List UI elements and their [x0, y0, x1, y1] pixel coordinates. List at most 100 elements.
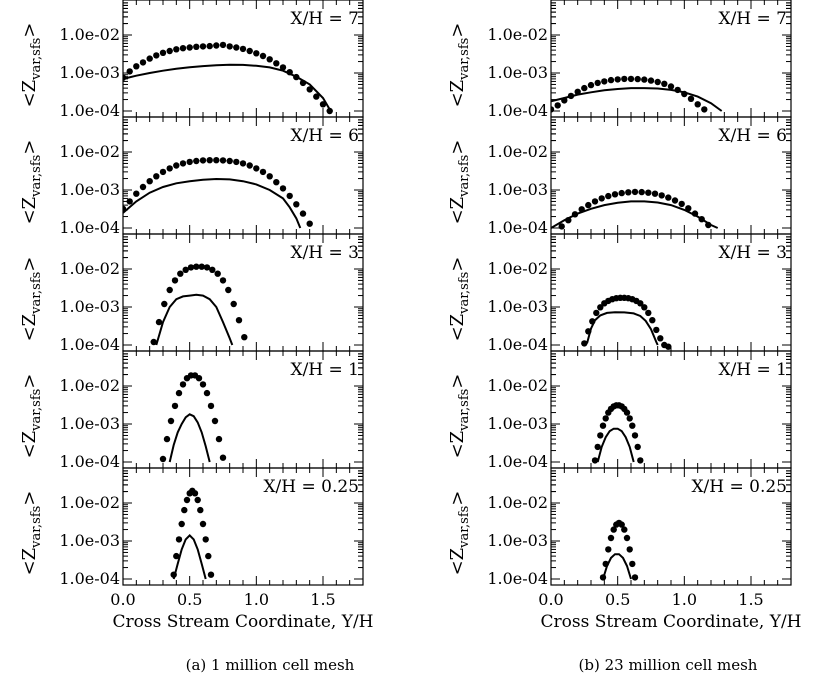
series-point [585, 201, 592, 209]
series-point [671, 197, 679, 204]
y-tick-label: 1.0e-04 [487, 335, 548, 354]
series-point [253, 165, 260, 172]
series-point [253, 50, 260, 57]
y-tick-label: 1.0e-02 [59, 142, 120, 161]
series-point [286, 69, 293, 76]
series-point [631, 574, 639, 581]
series-point [694, 101, 701, 108]
series-point [306, 220, 313, 227]
chart-0: 1.0e-041.0e-031.0e-02X/H = 7<Zvar,sfs>1.… [19, 0, 374, 674]
series-point [239, 160, 247, 167]
y-axis-label-close: > [447, 140, 468, 155]
series-point [166, 286, 173, 294]
series-point [561, 97, 568, 104]
series-point [215, 435, 223, 443]
y-axis-label-close: > [19, 257, 40, 272]
series-point [226, 43, 233, 50]
series-line [172, 533, 207, 580]
series-point [226, 157, 233, 165]
series-point [241, 334, 248, 341]
series-point [186, 158, 193, 166]
y-tick-label: 1.0e-03 [487, 63, 548, 82]
x-tick-label: 0.5 [605, 590, 630, 609]
series-point [166, 47, 173, 55]
series-point [191, 490, 199, 497]
series-point [186, 44, 193, 51]
series-point [587, 81, 595, 89]
series-point [319, 101, 327, 108]
series-point [123, 205, 127, 212]
series-point [175, 389, 183, 397]
series-point [618, 521, 625, 528]
y-tick-label: 1.0e-02 [487, 376, 548, 395]
y-axis-label-main: <Z [447, 80, 468, 108]
series-point [133, 190, 140, 197]
series-point [558, 223, 565, 230]
series-point [565, 217, 572, 224]
series-point [173, 46, 180, 53]
series-point [299, 79, 307, 87]
series-point [219, 454, 227, 461]
series-point [574, 88, 581, 96]
series-point [685, 205, 692, 212]
series-point [578, 206, 585, 213]
series-point [293, 73, 300, 81]
series-point [645, 309, 652, 317]
series-point [293, 201, 300, 208]
series-point [641, 76, 648, 83]
y-tick-label: 1.0e-03 [487, 180, 548, 199]
y-axis-label-close: > [19, 23, 40, 38]
y-tick-label: 1.0e-04 [487, 569, 548, 588]
y-axis-label: <Zvar,sfs> [447, 23, 472, 108]
series-point [698, 216, 705, 223]
series-point [159, 49, 167, 56]
series-point [207, 402, 215, 410]
series-point [626, 546, 633, 553]
series-point [598, 195, 605, 202]
series-point [197, 506, 204, 514]
panel-label: X/H = 6 [718, 126, 787, 146]
series-point [150, 338, 157, 346]
panel-0-2: 1.0e-04 1.0e-03 1.0e-02 X/H = 3 <Zvar,sfs> [19, 233, 364, 354]
series-point [605, 192, 612, 200]
y-tick-label: 1.0e-04 [487, 218, 548, 237]
series-point [199, 381, 207, 388]
y-axis-label-sub: var,sfs [29, 389, 44, 432]
series-point [691, 210, 699, 217]
series-point [614, 76, 621, 83]
y-axis-label: <Zvar,sfs> [447, 491, 472, 576]
series-point [610, 526, 617, 533]
series-point [259, 168, 267, 176]
series-point [705, 221, 712, 229]
x-tick-label: 0.0 [110, 590, 135, 609]
series-point [211, 417, 219, 425]
series-point [607, 534, 615, 542]
series-point [133, 63, 140, 70]
series-point [589, 318, 596, 325]
y-axis-label-main: <Z [19, 80, 40, 108]
series-point [206, 157, 213, 164]
series-point [206, 42, 213, 50]
panel-0-3: 1.0e-04 1.0e-03 1.0e-02 X/H = 1 <Zvar,sfs> [19, 350, 364, 471]
x-tick-label: 0.0 [538, 590, 563, 609]
panel-label: X/H = 7 [290, 9, 359, 29]
series-point [637, 300, 644, 307]
y-axis-label-main: <Z [19, 431, 40, 459]
series-point [593, 309, 600, 317]
series-point [649, 317, 656, 324]
series-point [581, 340, 588, 347]
series-point [177, 270, 184, 277]
series-point [198, 263, 205, 270]
y-axis-label-main: <Z [19, 314, 40, 342]
series-point [239, 45, 247, 53]
series-point [233, 44, 240, 51]
y-axis-label-sub: var,sfs [29, 272, 44, 315]
y-tick-label: 1.0e-04 [487, 452, 548, 471]
series-point [623, 409, 631, 416]
series-point [153, 52, 160, 59]
y-tick-label: 1.0e-02 [59, 376, 120, 395]
series-point [621, 75, 628, 83]
y-tick-label: 1.0e-02 [59, 25, 120, 44]
series-point [629, 560, 636, 568]
